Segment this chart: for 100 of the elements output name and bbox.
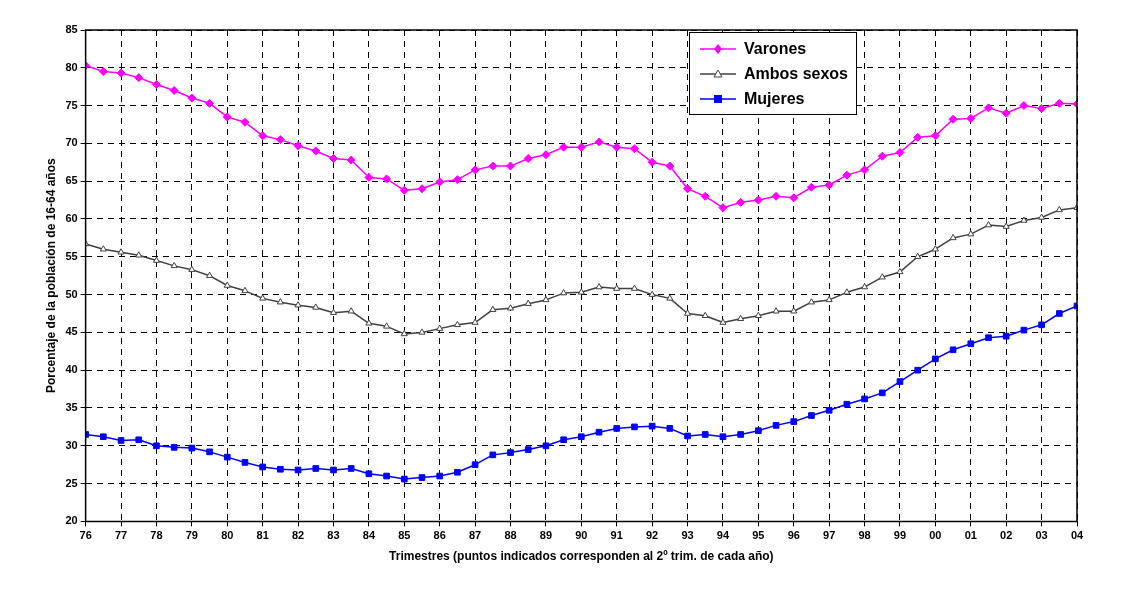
point <box>523 154 533 164</box>
y-tick-label: 65 <box>65 174 78 187</box>
point <box>488 161 498 171</box>
point <box>1019 101 1029 111</box>
point <box>277 465 284 473</box>
point <box>312 465 320 472</box>
x-tick-label: 01 <box>964 529 977 542</box>
x-axis-title: Trimestres (puntos indicados corresponden al 2º trim. de cada año) <box>389 549 774 564</box>
point <box>807 298 815 305</box>
point <box>418 328 426 335</box>
x-tick-label: 77 <box>114 529 128 542</box>
point <box>861 283 869 290</box>
point <box>1055 310 1063 317</box>
point <box>312 303 320 310</box>
point <box>665 161 675 171</box>
point <box>541 150 551 160</box>
y-tick-label: 45 <box>65 325 78 338</box>
x-tick-label: 95 <box>752 529 765 542</box>
x-tick-label: 97 <box>823 529 836 542</box>
point <box>983 103 993 113</box>
y-tick-label: 80 <box>65 60 78 73</box>
x-tick-label: 98 <box>858 529 871 542</box>
point <box>222 112 232 122</box>
point <box>329 308 338 315</box>
point <box>736 197 746 207</box>
point <box>806 182 816 192</box>
point <box>576 142 586 152</box>
point <box>1055 205 1063 213</box>
point <box>824 180 834 190</box>
legend-label: Mujeres <box>743 89 805 108</box>
x-tick-label: 99 <box>893 529 907 542</box>
x-tick-label: 89 <box>539 529 553 542</box>
point <box>276 298 284 305</box>
y-tick-label: 40 <box>65 363 78 376</box>
point <box>187 93 197 103</box>
legend-label: Varones <box>743 39 807 58</box>
point <box>719 318 727 325</box>
point <box>930 131 940 141</box>
point <box>984 221 993 228</box>
point <box>1002 222 1010 229</box>
y-tick-label: 50 <box>65 287 78 300</box>
point <box>471 318 479 325</box>
point <box>771 191 781 201</box>
x-tick-label: 84 <box>362 529 376 542</box>
point <box>328 154 338 164</box>
point <box>117 248 125 255</box>
point <box>594 137 604 147</box>
point <box>417 184 427 194</box>
point <box>169 85 179 95</box>
x-tick-label: 91 <box>610 529 623 542</box>
point <box>258 131 268 141</box>
point <box>135 436 143 444</box>
point <box>559 142 569 152</box>
point <box>843 288 851 295</box>
point <box>454 468 461 476</box>
point <box>737 431 744 438</box>
point <box>860 165 870 175</box>
point <box>293 141 303 151</box>
point <box>790 418 798 425</box>
point <box>949 233 957 241</box>
point <box>542 295 550 303</box>
point <box>506 304 515 311</box>
point <box>240 117 250 127</box>
point <box>577 433 585 441</box>
point <box>967 340 975 348</box>
point <box>400 329 408 337</box>
point <box>808 412 815 419</box>
x-tick-label: 02 <box>1000 529 1013 542</box>
x-tick-label: 81 <box>256 529 269 542</box>
y-tick-label: 55 <box>65 249 78 262</box>
point <box>134 73 144 83</box>
point <box>206 448 213 456</box>
point <box>275 135 285 145</box>
x-tick-label: 03 <box>1035 529 1048 542</box>
point <box>967 230 975 237</box>
point <box>612 142 622 152</box>
point <box>647 157 657 167</box>
point <box>223 453 231 461</box>
x-tick-label: 78 <box>150 529 163 542</box>
point <box>895 147 905 157</box>
point <box>489 305 497 312</box>
point <box>116 68 126 78</box>
y-axis-title: Porcentaje de la población de 16-64 años <box>43 158 58 394</box>
point <box>489 451 497 459</box>
point <box>966 113 976 123</box>
x-tick-label: 86 <box>433 529 446 542</box>
y-tick-label: 30 <box>65 438 78 451</box>
point <box>595 283 603 290</box>
x-tick-label: 82 <box>291 529 305 542</box>
point <box>560 436 567 444</box>
point <box>470 165 480 175</box>
x-tick-label: 93 <box>681 529 694 542</box>
point <box>896 378 904 385</box>
point <box>223 281 231 288</box>
point <box>666 425 674 432</box>
y-tick-label: 70 <box>65 136 78 149</box>
point <box>1038 213 1046 220</box>
point <box>914 252 922 260</box>
point <box>400 475 408 483</box>
point <box>241 286 249 294</box>
